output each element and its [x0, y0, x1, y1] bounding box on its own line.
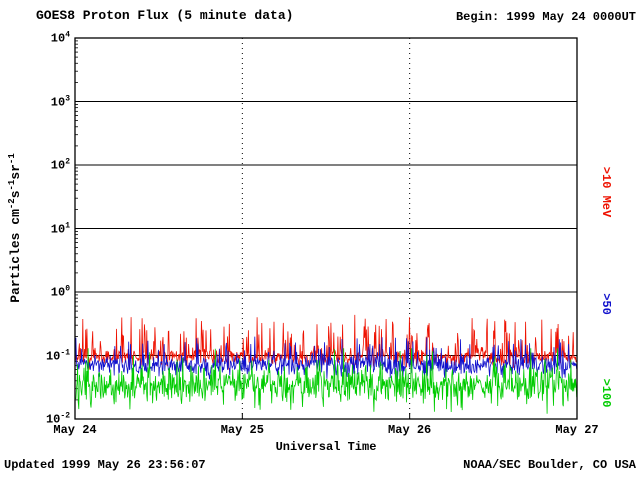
- y-axis-title: Particles cm-2s-1sr-1: [6, 153, 24, 303]
- x-tick-label: May 26: [388, 423, 432, 437]
- updated-timestamp: Updated 1999 May 26 23:56:07: [4, 458, 206, 472]
- y-tick-label: 10-1: [45, 348, 70, 363]
- series-label-gt100: >100: [599, 378, 613, 408]
- y-tick-label: 100: [50, 284, 70, 300]
- begin-timestamp: Begin: 1999 May 24 0000UT: [455, 10, 636, 24]
- x-tick-label: May 27: [555, 423, 599, 437]
- chart-title: GOES8 Proton Flux (5 minute data): [36, 8, 294, 23]
- series-line-2: [74, 348, 578, 414]
- y-tick-label: 103: [50, 94, 70, 109]
- source-attribution: NOAA/SEC Boulder, CO USA: [463, 458, 636, 472]
- x-tick-label: May 24: [53, 423, 97, 437]
- series-line-1: [74, 336, 578, 383]
- series-label-gt50: >50: [599, 293, 613, 315]
- series-label-gt10mev: >10 MeV: [599, 166, 613, 218]
- x-tick-label: May 25: [220, 423, 264, 437]
- y-tick-label: 10-2: [45, 411, 70, 427]
- y-tick-label: 101: [50, 221, 70, 236]
- x-axis-title: Universal Time: [275, 440, 377, 454]
- y-tick-label: 102: [50, 157, 70, 173]
- y-tick-label: 104: [50, 30, 70, 46]
- plot-border: [74, 37, 578, 420]
